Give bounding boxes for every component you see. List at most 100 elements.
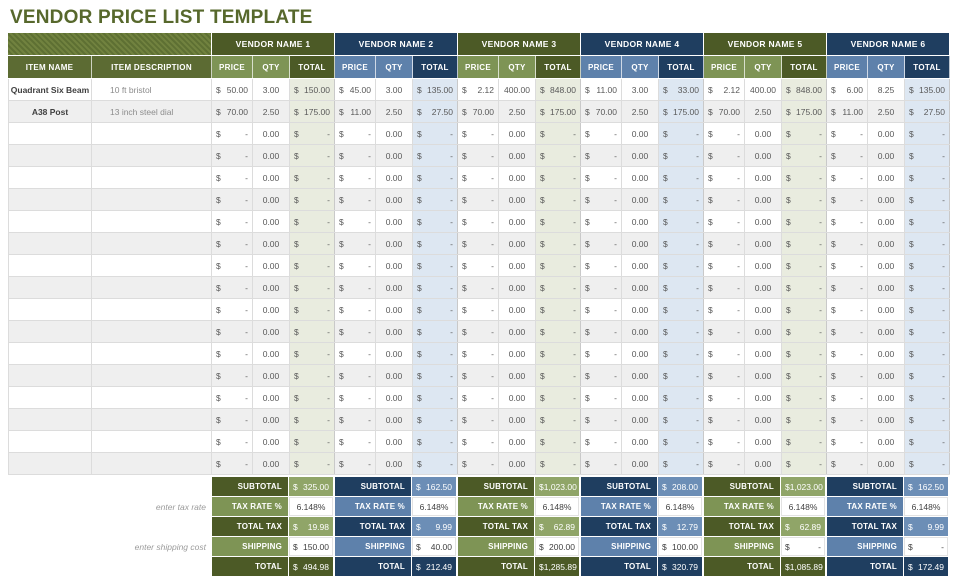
- price-cell[interactable]: $ -: [458, 453, 499, 474]
- price-cell[interactable]: $ -: [704, 123, 745, 144]
- price-cell[interactable]: $ -: [335, 167, 376, 188]
- item-name-cell[interactable]: [8, 211, 92, 232]
- total-cell[interactable]: $ -: [536, 365, 581, 386]
- total-cell[interactable]: $ -: [290, 277, 335, 298]
- total-cell[interactable]: $ -: [905, 167, 950, 188]
- total-cell[interactable]: $ -: [905, 233, 950, 254]
- total-cell[interactable]: $ -: [536, 123, 581, 144]
- qty-cell[interactable]: 0.00: [622, 233, 659, 254]
- price-cell[interactable]: $ -: [704, 277, 745, 298]
- qty-cell[interactable]: 0.00: [622, 255, 659, 276]
- qty-cell[interactable]: 0.00: [745, 123, 782, 144]
- qty-cell[interactable]: 0.00: [499, 321, 536, 342]
- qty-cell[interactable]: 0.00: [499, 123, 536, 144]
- total-cell[interactable]: $ -: [290, 365, 335, 386]
- total-cell[interactable]: $ -: [536, 321, 581, 342]
- price-cell[interactable]: $ -: [827, 299, 868, 320]
- item-description-cell[interactable]: [92, 211, 212, 232]
- price-cell[interactable]: $ -: [827, 409, 868, 430]
- total-cell[interactable]: $ -: [413, 387, 458, 408]
- qty-cell[interactable]: 0.00: [253, 453, 290, 474]
- price-cell[interactable]: $ -: [212, 431, 253, 452]
- qty-cell[interactable]: 0.00: [376, 255, 413, 276]
- price-cell[interactable]: $ -: [212, 167, 253, 188]
- qty-cell[interactable]: 0.00: [868, 255, 905, 276]
- price-cell[interactable]: $ -: [212, 255, 253, 276]
- qty-cell[interactable]: 0.00: [745, 387, 782, 408]
- qty-cell[interactable]: 0.00: [253, 145, 290, 166]
- total-cell[interactable]: $135.00: [413, 79, 458, 100]
- total-cell[interactable]: $ -: [413, 299, 458, 320]
- price-cell[interactable]: $ -: [335, 343, 376, 364]
- tax-rate-input[interactable]: 6.148%: [289, 497, 333, 516]
- total-cell[interactable]: $848.00: [536, 79, 581, 100]
- item-description-cell[interactable]: [92, 365, 212, 386]
- qty-cell[interactable]: 0.00: [622, 277, 659, 298]
- price-cell[interactable]: $50.00: [212, 79, 253, 100]
- total-cell[interactable]: $ -: [905, 365, 950, 386]
- total-cell[interactable]: $ -: [905, 145, 950, 166]
- price-cell[interactable]: $ -: [212, 453, 253, 474]
- item-description-cell[interactable]: [92, 321, 212, 342]
- price-cell[interactable]: $ -: [335, 189, 376, 210]
- price-cell[interactable]: $ -: [704, 343, 745, 364]
- qty-cell[interactable]: 0.00: [253, 233, 290, 254]
- qty-cell[interactable]: 0.00: [622, 299, 659, 320]
- total-cell[interactable]: $848.00: [782, 79, 827, 100]
- price-cell[interactable]: $70.00: [704, 101, 745, 122]
- total-cell[interactable]: $ -: [290, 299, 335, 320]
- qty-cell[interactable]: 0.00: [253, 431, 290, 452]
- item-name-cell[interactable]: Quadrant Six Beam: [8, 79, 92, 100]
- shipping-input[interactable]: $100.00: [658, 537, 702, 556]
- total-cell[interactable]: $ -: [290, 431, 335, 452]
- price-cell[interactable]: $ -: [581, 387, 622, 408]
- qty-cell[interactable]: 0.00: [868, 123, 905, 144]
- price-cell[interactable]: $ -: [827, 277, 868, 298]
- total-cell[interactable]: $ -: [290, 189, 335, 210]
- price-cell[interactable]: $ -: [581, 211, 622, 232]
- price-cell[interactable]: $ -: [458, 167, 499, 188]
- price-cell[interactable]: $ -: [458, 255, 499, 276]
- price-cell[interactable]: $ -: [458, 409, 499, 430]
- price-cell[interactable]: $ -: [458, 145, 499, 166]
- price-cell[interactable]: $11.00: [581, 79, 622, 100]
- qty-cell[interactable]: 0.00: [622, 211, 659, 232]
- qty-cell[interactable]: 400.00: [745, 79, 782, 100]
- total-cell[interactable]: $ -: [536, 453, 581, 474]
- price-cell[interactable]: $ -: [827, 189, 868, 210]
- total-cell[interactable]: $ -: [782, 453, 827, 474]
- qty-cell[interactable]: 0.00: [622, 167, 659, 188]
- price-cell[interactable]: $ -: [827, 211, 868, 232]
- price-cell[interactable]: $ -: [581, 299, 622, 320]
- total-cell[interactable]: $ -: [905, 123, 950, 144]
- total-cell[interactable]: $ -: [413, 409, 458, 430]
- price-cell[interactable]: $70.00: [212, 101, 253, 122]
- qty-cell[interactable]: 0.00: [376, 365, 413, 386]
- price-cell[interactable]: $ -: [581, 343, 622, 364]
- total-cell[interactable]: $ -: [413, 431, 458, 452]
- total-cell[interactable]: $ -: [782, 277, 827, 298]
- item-description-cell[interactable]: [92, 189, 212, 210]
- qty-cell[interactable]: 0.00: [745, 321, 782, 342]
- qty-cell[interactable]: 2.50: [622, 101, 659, 122]
- item-name-cell[interactable]: [8, 145, 92, 166]
- qty-cell[interactable]: 0.00: [868, 299, 905, 320]
- total-cell[interactable]: $ -: [536, 233, 581, 254]
- item-description-cell[interactable]: 10 ft bristol: [92, 79, 212, 100]
- price-cell[interactable]: $ -: [581, 145, 622, 166]
- qty-cell[interactable]: 0.00: [253, 365, 290, 386]
- total-cell[interactable]: $ -: [413, 233, 458, 254]
- price-cell[interactable]: $ -: [704, 167, 745, 188]
- total-cell[interactable]: $ -: [659, 167, 704, 188]
- qty-cell[interactable]: 0.00: [499, 277, 536, 298]
- qty-cell[interactable]: 0.00: [376, 233, 413, 254]
- qty-cell[interactable]: 0.00: [376, 431, 413, 452]
- tax-rate-input[interactable]: 6.148%: [904, 497, 948, 516]
- total-cell[interactable]: $ -: [782, 321, 827, 342]
- item-description-cell[interactable]: [92, 387, 212, 408]
- total-cell[interactable]: $ -: [905, 409, 950, 430]
- price-cell[interactable]: $ -: [335, 211, 376, 232]
- qty-cell[interactable]: 2.50: [253, 101, 290, 122]
- total-cell[interactable]: $ -: [905, 321, 950, 342]
- qty-cell[interactable]: 0.00: [745, 277, 782, 298]
